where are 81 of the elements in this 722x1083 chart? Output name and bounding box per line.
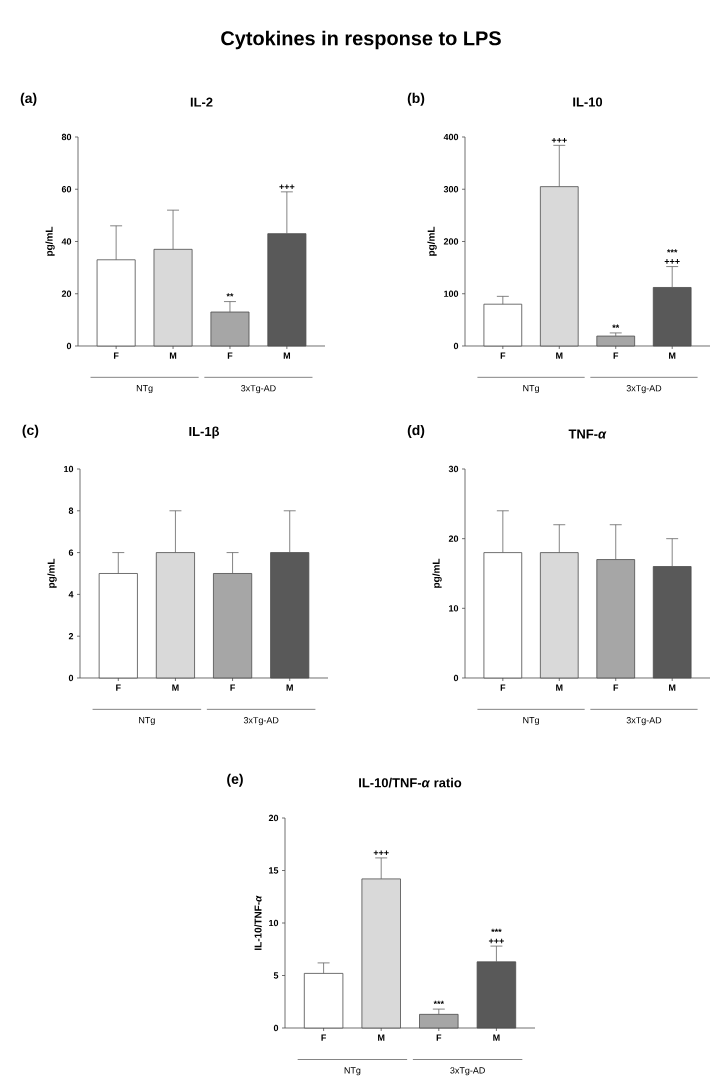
y-tick-label: 0 <box>66 342 72 350</box>
x-tick-label: M <box>283 352 291 359</box>
y-tick-label: 10 <box>64 465 74 473</box>
y-tick-label: 6 <box>68 549 74 556</box>
y-tick-label: 10 <box>269 919 279 927</box>
annotation: ** <box>612 324 620 328</box>
text: NTg <box>523 717 539 726</box>
chart-title: IL-2 <box>190 97 213 107</box>
text: NTg <box>523 385 539 394</box>
x-tick-label: M <box>669 352 676 359</box>
y-tick-label: 15 <box>269 867 279 874</box>
x-tick-label: F <box>500 352 506 359</box>
y-axis-title: pg/mL <box>432 558 442 588</box>
x-tick-label: M <box>669 684 676 691</box>
text: (b) <box>407 92 425 106</box>
y-tick-label: 2 <box>68 633 74 640</box>
y-axis-title: pg/mL <box>427 226 437 256</box>
y-tick-label: 40 <box>61 238 72 245</box>
y-tick-label: 400 <box>443 133 459 141</box>
y-tick-label: 0 <box>453 342 459 350</box>
annotation: +++ <box>488 938 504 944</box>
y-tick-label: 300 <box>443 186 459 193</box>
x-tick-label: F <box>113 352 119 359</box>
y-tick-label: 80 <box>61 133 72 141</box>
x-tick-label: M <box>556 684 563 691</box>
x-tick-label: F <box>613 684 619 691</box>
text: (d) <box>407 424 425 438</box>
y-tick-label: 10 <box>449 605 459 612</box>
text: (e) <box>227 773 243 787</box>
chart-title: IL-1β <box>189 426 220 439</box>
text: 3xTg-AD <box>243 717 279 726</box>
y-axis-title: IL-10/TNF-α <box>254 895 262 950</box>
y-tick-label: 100 <box>444 290 459 297</box>
text: NTg <box>344 1067 361 1076</box>
x-tick-label: M <box>286 684 293 691</box>
chart-title: TNF-α <box>568 429 607 439</box>
x-tick-label: F <box>500 684 506 691</box>
text: (a) <box>20 92 37 106</box>
y-tick-label: 20 <box>448 535 459 542</box>
y-tick-label: 5 <box>273 972 279 979</box>
text: 3xTg-AD <box>241 385 276 394</box>
annotation: +++ <box>551 137 567 143</box>
text: 3xTg-AD <box>626 717 662 726</box>
text: NTg <box>139 717 155 726</box>
y-tick-label: 0 <box>273 1024 279 1032</box>
annotation: +++ <box>279 184 295 189</box>
y-tick-label: 8 <box>68 507 74 514</box>
y-tick-label: 200 <box>443 238 459 245</box>
y-tick-label: 0 <box>68 674 74 682</box>
annotation: ** <box>226 293 234 297</box>
x-tick-label: M <box>556 352 563 359</box>
x-tick-label: F <box>436 1034 442 1041</box>
text: (c) <box>22 424 39 438</box>
x-tick-label: M <box>378 1034 385 1041</box>
x-tick-label: M <box>172 684 179 691</box>
x-tick-label: F <box>227 352 233 359</box>
y-tick-label: 20 <box>268 814 279 822</box>
y-tick-label: 4 <box>68 591 74 598</box>
text: Cytokines in response to LPS <box>221 30 501 50</box>
y-axis-title: pg/mL <box>47 558 57 588</box>
y-tick-label: 30 <box>448 465 459 473</box>
text: 3xTg-AD <box>450 1067 485 1076</box>
x-tick-label: F <box>116 684 121 691</box>
y-tick-label: 0 <box>453 674 459 682</box>
y-tick-label: 60 <box>61 186 72 193</box>
annotation: +++ <box>664 259 680 264</box>
x-tick-label: F <box>321 1034 327 1041</box>
chart-title: IL-10 <box>573 97 603 107</box>
y-tick-label: 20 <box>61 290 72 297</box>
annotation: +++ <box>373 850 389 855</box>
text: 3xTg-AD <box>626 385 662 394</box>
y-axis-title: pg/mL <box>45 226 55 256</box>
annotation: *** <box>491 928 502 933</box>
x-tick-label: M <box>169 352 177 359</box>
annotation: *** <box>666 249 678 253</box>
x-tick-label: F <box>613 352 619 359</box>
x-tick-label: M <box>493 1034 500 1041</box>
annotation: *** <box>433 1000 445 1005</box>
x-tick-label: F <box>230 684 235 691</box>
chart-title: IL-10/TNF-α ratio <box>359 777 462 788</box>
text: NTg <box>136 385 153 394</box>
